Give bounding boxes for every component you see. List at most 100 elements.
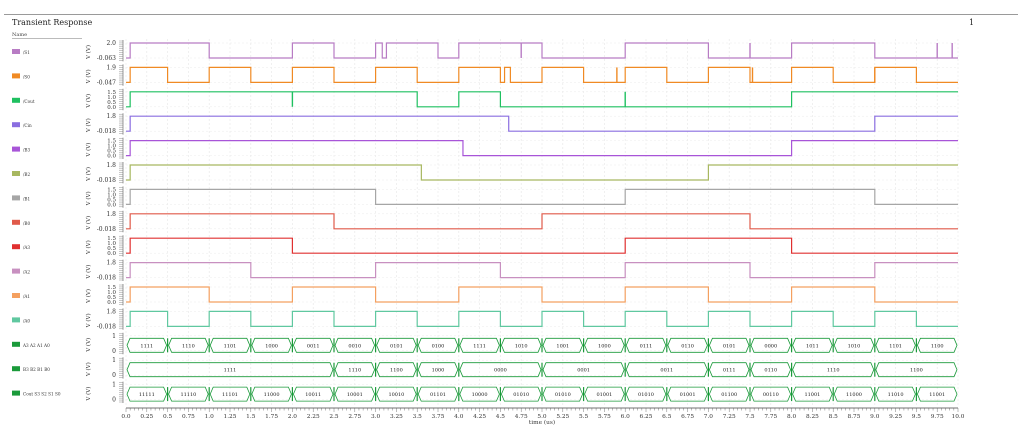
bus-value-label: 11000 [846,392,862,398]
bus-value-label: 0101 [390,343,403,349]
legend-swatch [12,73,20,79]
bus-value-label: 1011 [806,343,819,349]
y-axis-label: V (V) [85,216,92,231]
y-tick-label: 1.0 [107,241,116,247]
bus-value-label: 11000 [264,392,280,398]
y-tick-label: 1.9 [106,64,116,71]
bus-segment [126,337,168,353]
y-axis-label: V (V) [85,45,92,60]
waveform-trace [126,286,958,303]
bus-segment [667,337,708,353]
bus-segment [542,386,584,402]
y-tick-label: -0.018 [97,226,116,233]
y-tick-label: 1 [112,357,116,364]
bus-value-label: 11010 [888,392,904,398]
x-tick-label: 4.75 [515,414,528,420]
bus-value-label: 1101 [889,343,902,349]
y-axis-label: V (V) [85,167,92,182]
y-axis-label: V (V) [85,143,92,158]
x-tick-label: 7.75 [764,414,777,420]
y-tick-label: 1.0 [107,144,116,150]
x-tick-label: 1.5 [246,414,256,420]
y-tick-label: 0 [112,397,116,404]
waveform-frame [4,14,1018,430]
x-tick-label: 9.0 [870,414,880,420]
x-tick-label: 6.75 [681,414,694,420]
y-tick-label: 0.5 [107,197,116,203]
x-tick-label: 9.5 [912,414,922,420]
bus-segment [708,362,750,378]
x-tick-label: 4.25 [473,414,486,420]
x-tick-label: 3.25 [390,414,403,420]
y-tick-label: -0.018 [97,275,116,282]
y-tick-label: 1.8 [106,308,116,315]
x-tick-label: 8.0 [787,414,797,420]
bus-value-label: 11111 [139,392,155,398]
bus-value-label: 11110 [180,392,196,398]
x-tick-label: 1.75 [265,414,278,420]
bus-segment [584,386,625,402]
y-tick-label: 1.0 [107,192,116,198]
bus-segment [334,337,376,353]
bus-segment [209,337,251,353]
waveform-trace [126,115,958,132]
y-axis-label: V (V) [85,338,92,353]
y-tick-label: 1.8 [106,211,116,218]
waveform-trace [126,42,958,59]
bus-segment [376,362,417,378]
bus-segment [459,386,500,402]
waveform-trace [126,66,958,83]
legend-label: /A3 [23,245,30,250]
x-tick-label: 8.75 [848,414,861,420]
x-tick-label: 10.0 [952,414,965,420]
bus-value-label: 1100 [910,368,923,374]
bus-value-label: 11001 [929,392,945,398]
legend-label: Cout S3 S2 S1 S0 [23,392,61,397]
bus-segment [126,386,168,402]
y-axis-label: V (V) [85,94,92,109]
bus-segment [667,386,708,402]
bus-segment [168,337,209,353]
y-tick-label: 0 [112,372,116,379]
x-tick-label: 2.0 [288,414,298,420]
bus-value-label: 01101 [430,392,446,398]
x-tick-label: 0.25 [140,414,153,420]
bus-segment [584,337,625,353]
x-tick-label: 0.5 [163,414,173,420]
chart-title: Transient Response [12,18,93,27]
legend-swatch [12,390,20,396]
legend-label: /B2 [23,172,30,177]
legend-swatch [12,341,20,347]
bus-segment [708,386,750,402]
waveform-trace [126,262,958,279]
bus-value-label: 0101 [723,343,736,349]
bus-value-label: 1110 [348,368,361,374]
names-divider [12,38,82,39]
y-tick-label: 1 [112,382,116,389]
y-axis-label: V (V) [85,69,92,84]
x-tick-label: 4.0 [454,414,464,420]
legend-swatch [12,49,20,54]
y-axis-label: V (V) [85,191,92,206]
x-tick-label: 8.5 [829,414,839,420]
legend-label: /S1 [23,50,30,55]
bus-value-label: 11001 [804,392,820,398]
x-tick-label: 1.0 [205,414,215,420]
bus-value-label: 1111 [140,343,153,349]
legend-label: /Cin [23,123,32,128]
bus-value-label: 1000 [432,368,445,374]
bus-segment [500,337,542,353]
bus-value-label: 1010 [515,343,528,349]
bus-segment [251,386,292,402]
y-tick-label: -0.018 [97,128,116,135]
bus-value-label: 1111 [473,343,486,349]
y-axis-label: V (V) [85,387,92,402]
bus-value-label: 11101 [222,392,238,398]
bus-segment [376,337,417,353]
x-tick-label: 3.0 [371,414,381,420]
y-tick-label: 1.8 [106,260,116,267]
waveform-trace [126,310,958,327]
bus-segment [875,362,958,378]
x-tick-label: 7.0 [704,414,714,420]
